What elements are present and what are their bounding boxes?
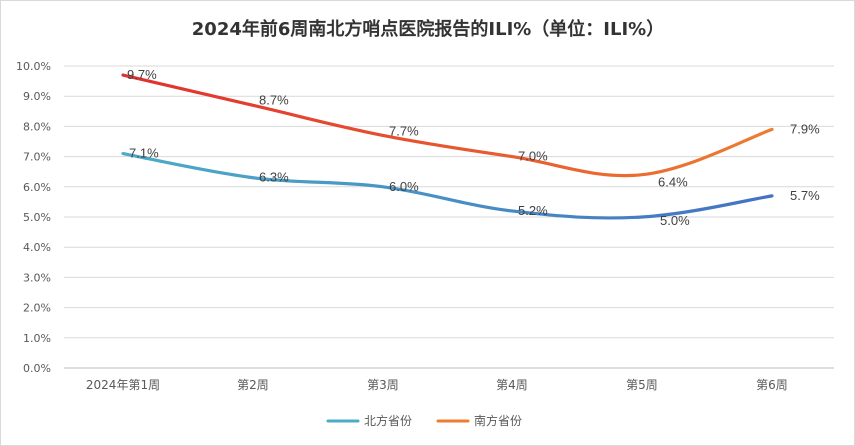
y-tick-label: 2.0%	[23, 302, 51, 315]
data-label: 6.0%	[389, 179, 419, 194]
data-label: 8.7%	[259, 92, 289, 107]
y-tick-label: 10.0%	[16, 60, 51, 73]
y-tick-label: 9.0%	[23, 90, 51, 103]
y-tick-label: 0.0%	[23, 362, 51, 375]
legend-label: 南方省份	[474, 413, 522, 428]
data-label: 6.3%	[259, 170, 289, 185]
y-tick-label: 7.0%	[23, 151, 51, 164]
data-label: 7.7%	[389, 123, 419, 138]
y-tick-label: 3.0%	[23, 271, 51, 284]
y-axis-ticks: 0.0% 1.0% 2.0% 3.0% 4.0% 5.0% 6.0% 7.0% 8.0% 9.0%…	[16, 60, 51, 375]
y-tick-label: 8.0%	[23, 120, 51, 133]
data-label: 6.4%	[658, 175, 688, 190]
y-tick-label: 6.0%	[23, 181, 51, 194]
series-line-south	[121, 73, 774, 178]
data-label: 5.0%	[660, 213, 690, 228]
chart-title: 2024年前6周南北方哨点医院报告的ILI%（单位：ILI%）	[192, 18, 664, 40]
y-tick-label: 5.0%	[23, 211, 51, 224]
x-tick-label: 第4周	[496, 378, 528, 392]
legend-label: 北方省份	[364, 413, 412, 428]
x-tick-label: 第2周	[237, 378, 269, 392]
data-label: 5.2%	[518, 203, 548, 218]
gridlines	[64, 65, 834, 369]
data-labels: 7.1% 6.3% 6.0% 5.2% 5.0% 5.7% 9.7% 8.7% 7.7% 7.0%…	[127, 67, 820, 228]
data-label: 9.7%	[127, 67, 157, 82]
y-tick-label: 4.0%	[23, 241, 51, 254]
y-tick-label: 1.0%	[23, 332, 51, 345]
x-tick-label: 第3周	[367, 378, 399, 392]
data-label: 7.1%	[129, 146, 159, 161]
data-label: 7.0%	[518, 149, 548, 164]
x-axis-ticks: 2024年第1周 第2周 第3周 第4周 第5周 第6周	[86, 378, 788, 392]
data-label: 5.7%	[790, 188, 820, 203]
series-line-north	[121, 151, 774, 220]
x-tick-label: 第6周	[756, 378, 788, 392]
x-tick-label: 第5周	[626, 378, 658, 392]
series-lines	[121, 73, 774, 220]
legend: 北方省份 南方省份	[326, 413, 522, 428]
x-tick-label: 2024年第1周	[86, 378, 160, 392]
data-label: 7.9%	[790, 121, 820, 136]
